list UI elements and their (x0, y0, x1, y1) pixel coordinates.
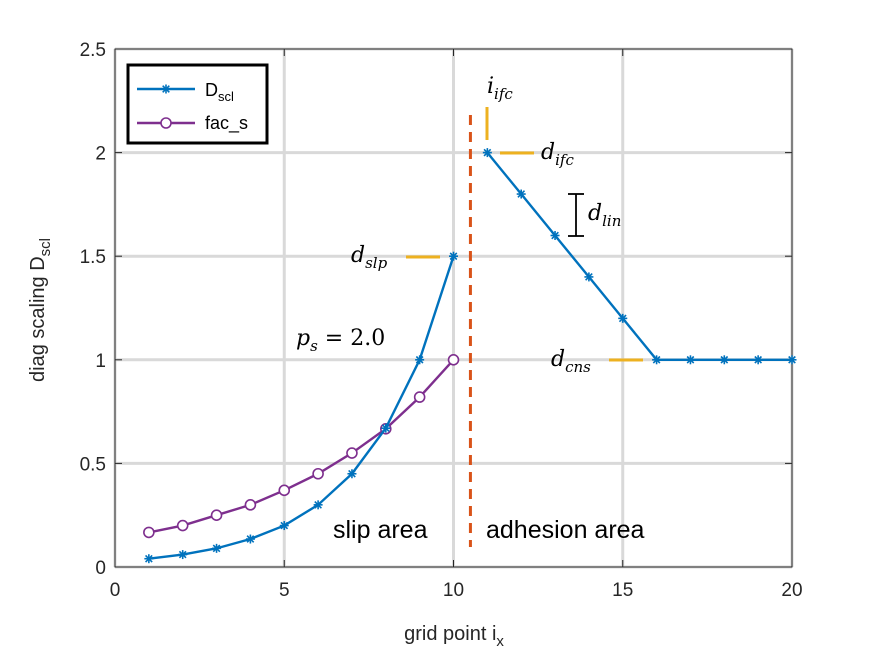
data-point-circle (244, 499, 257, 511)
y-tick-label: 1 (95, 351, 106, 372)
series-line (486, 151, 792, 361)
annotation-marks (406, 107, 643, 362)
legend-box (126, 63, 269, 145)
legend-circle (160, 117, 172, 129)
data-point-asterisk (652, 355, 662, 365)
data-point-asterisk (584, 272, 594, 282)
data-point-circle (210, 509, 223, 522)
series-0 (144, 251, 458, 564)
data-point-asterisk (753, 355, 763, 365)
data-point-asterisk (719, 355, 729, 365)
annotation-d-cns: dcns (551, 347, 591, 376)
annotation-i-ifc: iifc (487, 74, 513, 103)
x-tick-label: 20 (781, 580, 802, 601)
data-point-circle (447, 353, 460, 366)
annotation-d-ifc: difc (541, 140, 574, 169)
y-axis-label: diag scaling Dscl (27, 238, 54, 382)
series-1 (482, 148, 797, 365)
data-point-asterisk (144, 554, 154, 564)
x-tick-label: 0 (110, 580, 121, 601)
data-point-asterisk (415, 355, 425, 365)
data-point-asterisk (347, 469, 357, 479)
data-point-asterisk (178, 550, 188, 560)
series-line (148, 358, 455, 534)
x-tick-label: 15 (612, 580, 633, 601)
legend: Dscl fac_s (126, 63, 269, 145)
y-tick-label: 2 (95, 144, 106, 165)
data-point-circle (312, 467, 324, 480)
legend-asterisk (161, 84, 171, 94)
legend-label-dscl: Dscl (205, 80, 234, 104)
data-point-circle (413, 391, 426, 403)
data-point-asterisk (449, 251, 458, 261)
x-tick-label: 5 (279, 580, 290, 601)
region-label-adhesion: adhesion area (486, 516, 645, 544)
data-point-asterisk (550, 230, 560, 240)
annotation-d-lin: dlin (588, 201, 621, 230)
region-label-slip: slip area (333, 516, 428, 544)
annotation-d-slp: dslp (351, 243, 388, 272)
y-tick-label: 0.5 (80, 454, 106, 475)
x-axis-label: grid point ix (404, 623, 504, 650)
data-point-asterisk (482, 148, 492, 158)
annotation-p-s: ps = 2.0 (296, 326, 385, 355)
data-point-asterisk (245, 534, 255, 544)
legend-marker-dscl (161, 84, 171, 94)
data-point-asterisk (313, 500, 323, 510)
data-point-circle (346, 447, 358, 459)
data-point-circle (278, 484, 291, 497)
x-tick-label: 10 (443, 580, 464, 601)
data-point-asterisk (618, 313, 628, 323)
y-tick-label: 0 (95, 558, 106, 579)
legend-label-fac-s: fac_s (205, 113, 248, 134)
y-tick-label: 2.5 (80, 40, 106, 61)
data-point-asterisk (787, 355, 797, 365)
data-point-asterisk (279, 521, 289, 531)
data-point-circle (176, 519, 189, 532)
series-line (148, 255, 455, 560)
data-point-circle (143, 526, 155, 539)
d-lin-bracket (568, 193, 584, 237)
data-point-asterisk (685, 355, 695, 365)
y-tick-label: 1.5 (80, 247, 106, 268)
series-layer (143, 148, 797, 564)
legend-marker-fac-s (160, 117, 172, 129)
data-point-asterisk (516, 189, 526, 199)
data-point-asterisk (381, 423, 391, 433)
axis-ticks: 0 5 10 15 20 0 0.5 1 1.5 2 2.5 (80, 40, 803, 601)
data-point-asterisk (212, 543, 222, 553)
